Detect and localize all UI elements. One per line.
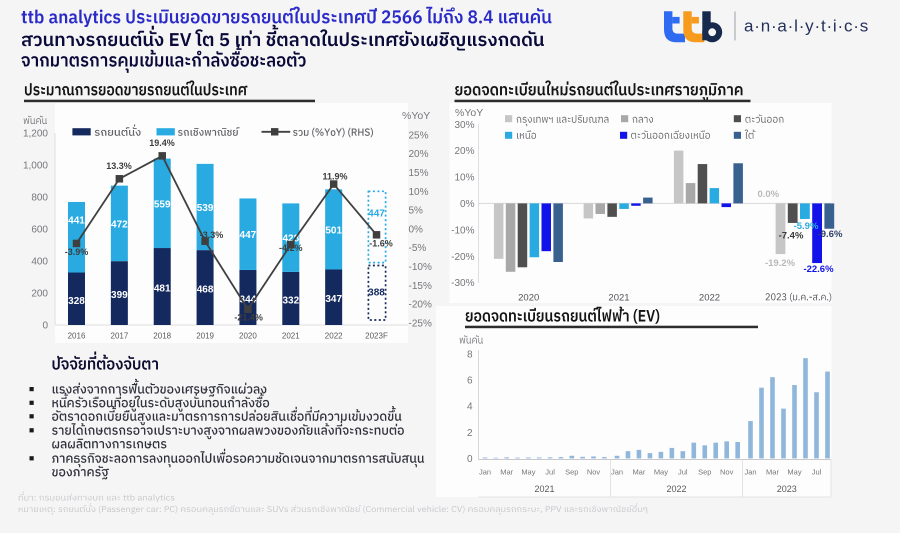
svg-text:2022: 2022 bbox=[699, 292, 720, 303]
svg-text:Jan: Jan bbox=[479, 468, 491, 477]
svg-text:20%: 20% bbox=[454, 146, 474, 157]
svg-text:15%: 15% bbox=[409, 168, 429, 179]
svg-text:800: 800 bbox=[31, 193, 48, 204]
svg-text:%YoY: %YoY bbox=[402, 110, 430, 122]
svg-text:25%: 25% bbox=[409, 130, 429, 141]
svg-text:Jul: Jul bbox=[678, 468, 688, 477]
svg-text:Jan: Jan bbox=[611, 468, 623, 477]
svg-text:-15%: -15% bbox=[409, 281, 432, 292]
svg-text:5%: 5% bbox=[409, 206, 424, 217]
svg-text:344: 344 bbox=[240, 295, 257, 306]
svg-text:Nov: Nov bbox=[587, 468, 601, 477]
svg-text:2017: 2017 bbox=[111, 332, 129, 341]
svg-text:2: 2 bbox=[467, 428, 473, 439]
svg-text:399: 399 bbox=[111, 290, 128, 301]
svg-text:-5.9%: -5.9% bbox=[794, 221, 819, 232]
svg-text:0: 0 bbox=[467, 454, 473, 465]
svg-text:-30%: -30% bbox=[451, 278, 474, 289]
svg-text:Mar: Mar bbox=[766, 468, 779, 477]
svg-text:Jul: Jul bbox=[812, 468, 822, 477]
svg-text:2019: 2019 bbox=[196, 332, 214, 341]
svg-text:447: 447 bbox=[240, 230, 257, 241]
svg-text:2023: 2023 bbox=[777, 484, 797, 494]
svg-text:-25%: -25% bbox=[409, 318, 432, 329]
svg-text:-9.6%: -9.6% bbox=[818, 229, 843, 240]
svg-text:-20%: -20% bbox=[451, 252, 474, 263]
svg-text:447: 447 bbox=[368, 209, 385, 220]
svg-text:Jan: Jan bbox=[744, 468, 756, 477]
svg-text:0: 0 bbox=[42, 321, 48, 332]
svg-text:30%: 30% bbox=[454, 120, 474, 131]
svg-text:-10%: -10% bbox=[409, 262, 432, 273]
svg-text:347: 347 bbox=[325, 294, 342, 305]
svg-text:-20%: -20% bbox=[409, 300, 432, 311]
svg-text:400: 400 bbox=[31, 257, 48, 268]
svg-text:0%: 0% bbox=[460, 199, 475, 210]
svg-text:Sep: Sep bbox=[698, 468, 711, 477]
svg-text:2022: 2022 bbox=[325, 332, 343, 341]
svg-text:472: 472 bbox=[111, 219, 128, 230]
svg-text:-22.6%: -22.6% bbox=[803, 264, 834, 275]
svg-text:-19.2%: -19.2% bbox=[765, 258, 796, 269]
svg-text:4: 4 bbox=[467, 402, 473, 413]
svg-text:2020: 2020 bbox=[239, 332, 257, 341]
svg-text:20%: 20% bbox=[409, 149, 429, 160]
svg-text:8: 8 bbox=[467, 349, 473, 360]
svg-text:2021: 2021 bbox=[282, 332, 300, 341]
svg-text:May: May bbox=[521, 468, 535, 477]
svg-text:Mar: Mar bbox=[632, 468, 645, 477]
svg-text:481: 481 bbox=[154, 284, 171, 295]
svg-text:-3.9%: -3.9% bbox=[65, 247, 89, 257]
svg-text:-4.2%: -4.2% bbox=[279, 243, 303, 253]
svg-text:13.3%: 13.3% bbox=[106, 161, 132, 171]
svg-text:-3.3%: -3.3% bbox=[200, 230, 224, 240]
svg-text:11.9%: 11.9% bbox=[322, 172, 347, 182]
svg-text:May: May bbox=[654, 468, 668, 477]
svg-text:a·n·a·l·y·t·i·c·s: a·n·a·l·y·t·i·c·s bbox=[744, 17, 869, 36]
svg-text:2020: 2020 bbox=[518, 292, 539, 303]
svg-text:428: 428 bbox=[282, 234, 299, 245]
svg-text:200: 200 bbox=[31, 289, 48, 300]
svg-text:-1.6%: -1.6% bbox=[369, 239, 393, 249]
svg-text:10%: 10% bbox=[409, 187, 429, 198]
svg-text:501: 501 bbox=[325, 225, 342, 236]
svg-text:0%: 0% bbox=[409, 224, 424, 235]
svg-text:-21.4%: -21.4% bbox=[234, 313, 263, 323]
svg-text:388: 388 bbox=[368, 287, 385, 298]
svg-text:Mar: Mar bbox=[500, 468, 513, 477]
svg-text:1,200: 1,200 bbox=[23, 129, 48, 140]
svg-text:2021: 2021 bbox=[534, 484, 554, 494]
svg-text:10%: 10% bbox=[454, 173, 474, 184]
svg-text:Sep: Sep bbox=[565, 468, 578, 477]
svg-text:332: 332 bbox=[282, 295, 299, 306]
svg-text:1,000: 1,000 bbox=[23, 161, 48, 172]
svg-text:-10%: -10% bbox=[451, 225, 474, 236]
svg-text:-7.4%: -7.4% bbox=[779, 231, 804, 242]
svg-text:600: 600 bbox=[31, 225, 48, 236]
svg-text:0.0%: 0.0% bbox=[757, 189, 779, 200]
svg-text:539: 539 bbox=[197, 203, 214, 214]
svg-text:328: 328 bbox=[68, 296, 85, 307]
svg-text:2021: 2021 bbox=[608, 292, 629, 303]
svg-text:2022: 2022 bbox=[666, 484, 686, 494]
svg-text:559: 559 bbox=[154, 199, 171, 210]
svg-text:%YoY: %YoY bbox=[455, 107, 483, 119]
svg-text:2018: 2018 bbox=[153, 332, 171, 341]
svg-text:Nov: Nov bbox=[720, 468, 734, 477]
svg-text:468: 468 bbox=[197, 285, 214, 296]
svg-text:May: May bbox=[787, 468, 801, 477]
svg-text:Jul: Jul bbox=[545, 468, 555, 477]
svg-text:6: 6 bbox=[467, 376, 473, 387]
svg-text:2016: 2016 bbox=[68, 332, 86, 341]
svg-text:2023F: 2023F bbox=[365, 332, 388, 341]
svg-text:19.4%: 19.4% bbox=[149, 138, 175, 148]
svg-text:-5%: -5% bbox=[409, 243, 427, 254]
svg-text:441: 441 bbox=[68, 216, 85, 227]
